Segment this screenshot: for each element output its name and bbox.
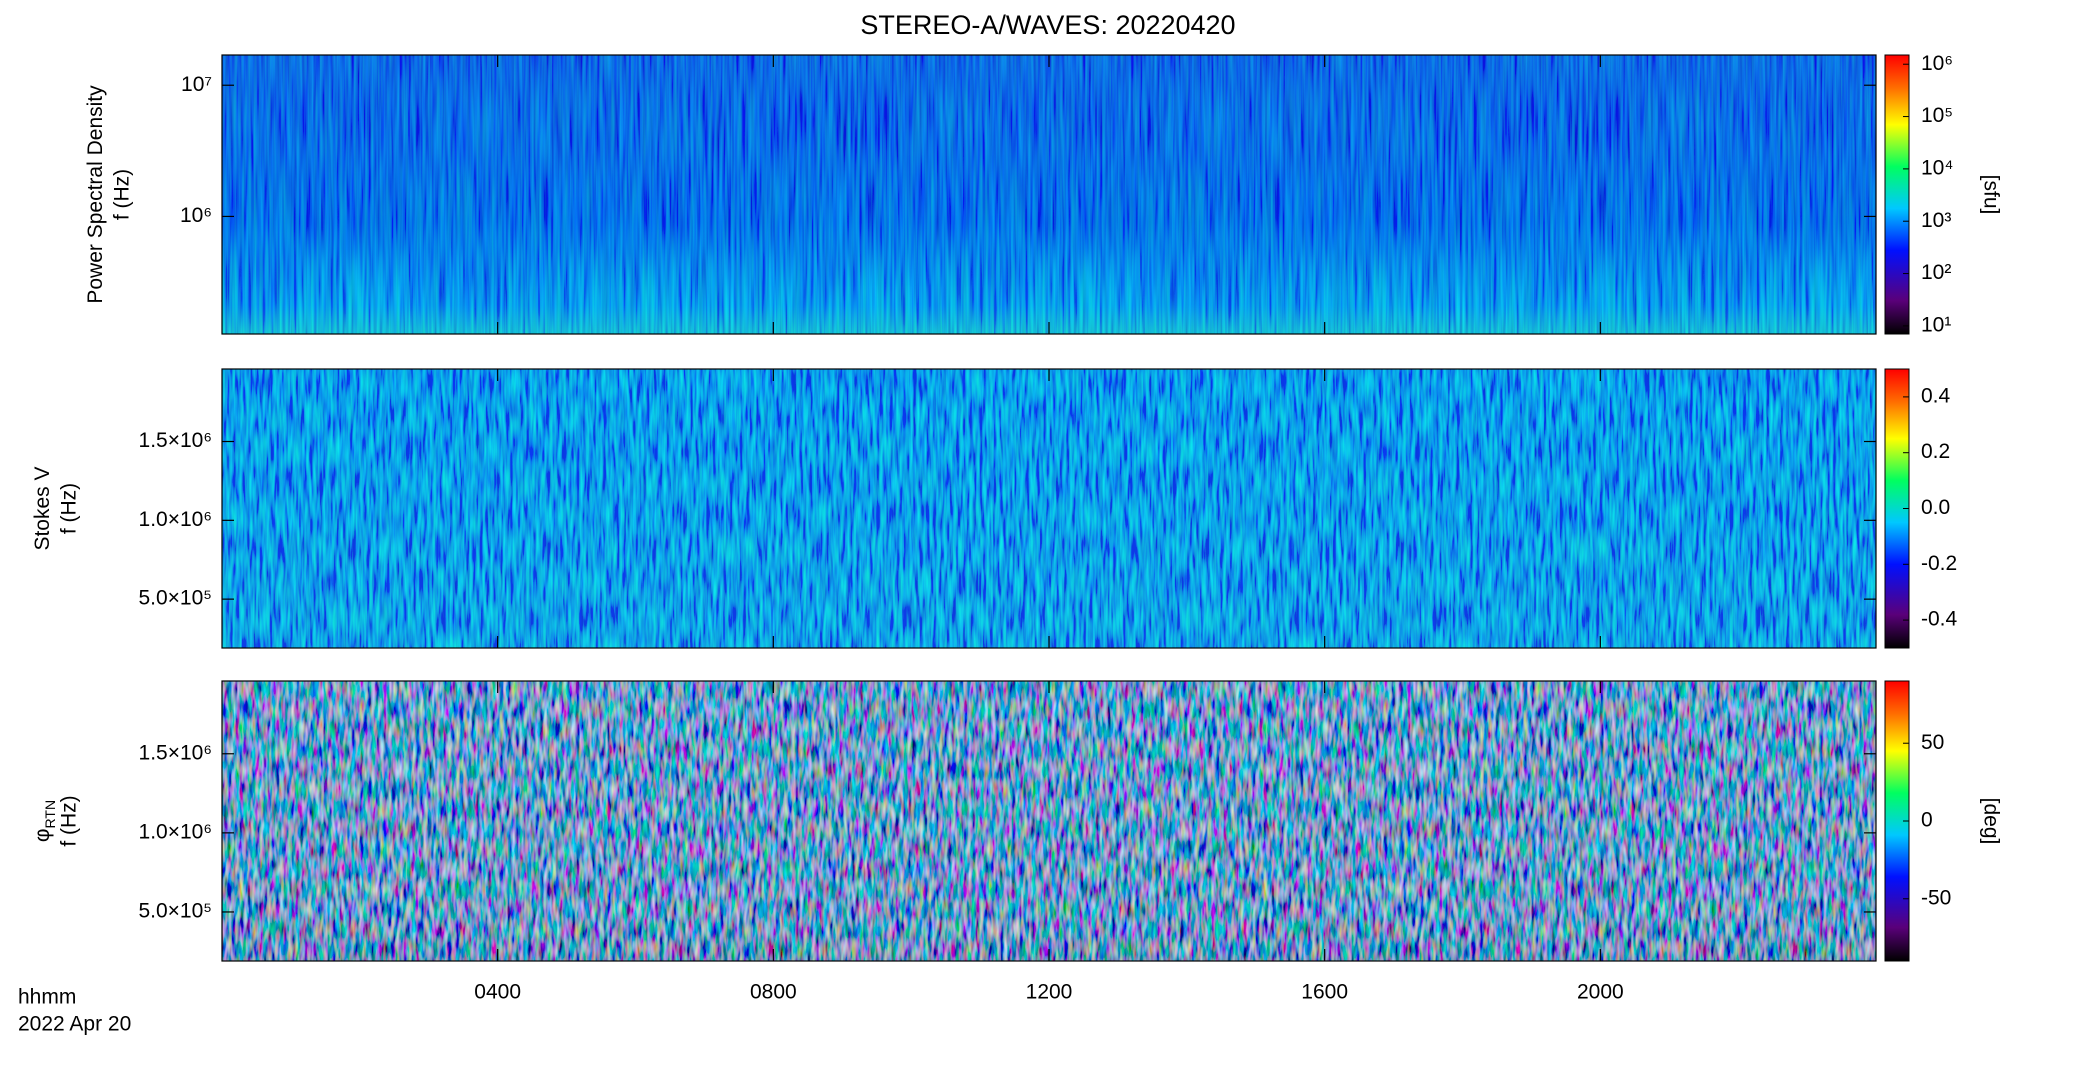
colorbar bbox=[1884, 54, 1910, 335]
x-tick-label: 0800 bbox=[750, 981, 797, 1004]
chart-title: STEREO-A/WAVES: 20220420 bbox=[860, 10, 1235, 40]
colorbar-tick-label: -50 bbox=[1921, 886, 1951, 909]
y-axis-label-text: φ bbox=[31, 828, 54, 842]
spectrogram-texture bbox=[222, 681, 1876, 961]
y-axis-label-sub: RTN bbox=[42, 800, 58, 829]
y-axis-label-2: f (Hz) bbox=[58, 483, 81, 534]
colorbar-tick-label: 10⁴ bbox=[1921, 156, 1953, 179]
y-axis-label-2: f (Hz) bbox=[111, 169, 134, 220]
y-tick-label: 5.0×10⁵ bbox=[138, 900, 212, 923]
colorbar-tick-label: 10⁵ bbox=[1921, 104, 1953, 127]
colorbar-tick-label: -0.4 bbox=[1921, 608, 1958, 631]
y-tick-label: 10⁷ bbox=[181, 73, 212, 96]
x-tick-label: 0400 bbox=[474, 981, 521, 1004]
y-axis-label: Power Spectral Density bbox=[84, 85, 107, 304]
colorbar-tick-label: 50 bbox=[1921, 731, 1944, 754]
colorbar-tick-label: 10² bbox=[1921, 261, 1951, 284]
colorbar-tick-label: 0.2 bbox=[1921, 440, 1950, 463]
colorbar-tick-label: 10¹ bbox=[1921, 313, 1951, 336]
colorbar-tick-label: -0.2 bbox=[1921, 552, 1957, 575]
colorbar-tick-label: 0 bbox=[1921, 809, 1933, 832]
colorbar-tick-label: 10³ bbox=[1921, 209, 1951, 232]
date-label: 2022 Apr 20 bbox=[18, 1013, 131, 1036]
y-tick-label: 1.0×10⁶ bbox=[139, 820, 212, 843]
colorbar-label: [sfu] bbox=[1979, 175, 2002, 215]
x-tick-label: 1200 bbox=[1026, 981, 1073, 1004]
y-tick-label: 1.5×10⁶ bbox=[139, 429, 212, 452]
colorbar-label: [deg] bbox=[1979, 798, 2002, 845]
spectrogram-texture bbox=[222, 369, 1876, 648]
y-axis-label-2: f (Hz) bbox=[58, 795, 81, 846]
y-axis-label-text: Stokes V bbox=[31, 466, 54, 550]
x-tick-label: 1600 bbox=[1301, 981, 1348, 1004]
colorbar-tick-label: 10⁶ bbox=[1921, 52, 1953, 75]
y-axis-label: φRTN bbox=[31, 800, 58, 842]
y-tick-label: 10⁶ bbox=[180, 204, 212, 227]
x-tick-label: 2000 bbox=[1577, 981, 1624, 1004]
y-tick-label: 5.0×10⁵ bbox=[138, 587, 212, 610]
spectrogram-texture bbox=[222, 55, 1876, 334]
colorbar-tick-label: 0.0 bbox=[1921, 496, 1950, 519]
y-tick-label: 1.0×10⁶ bbox=[139, 508, 212, 531]
x-axis-label: hhmm bbox=[18, 986, 76, 1009]
y-axis-label-text: Power Spectral Density bbox=[84, 85, 107, 304]
y-axis-label: Stokes V bbox=[31, 466, 54, 550]
colorbar-tick-label: 0.4 bbox=[1921, 384, 1951, 407]
y-tick-label: 1.5×10⁶ bbox=[139, 741, 212, 764]
